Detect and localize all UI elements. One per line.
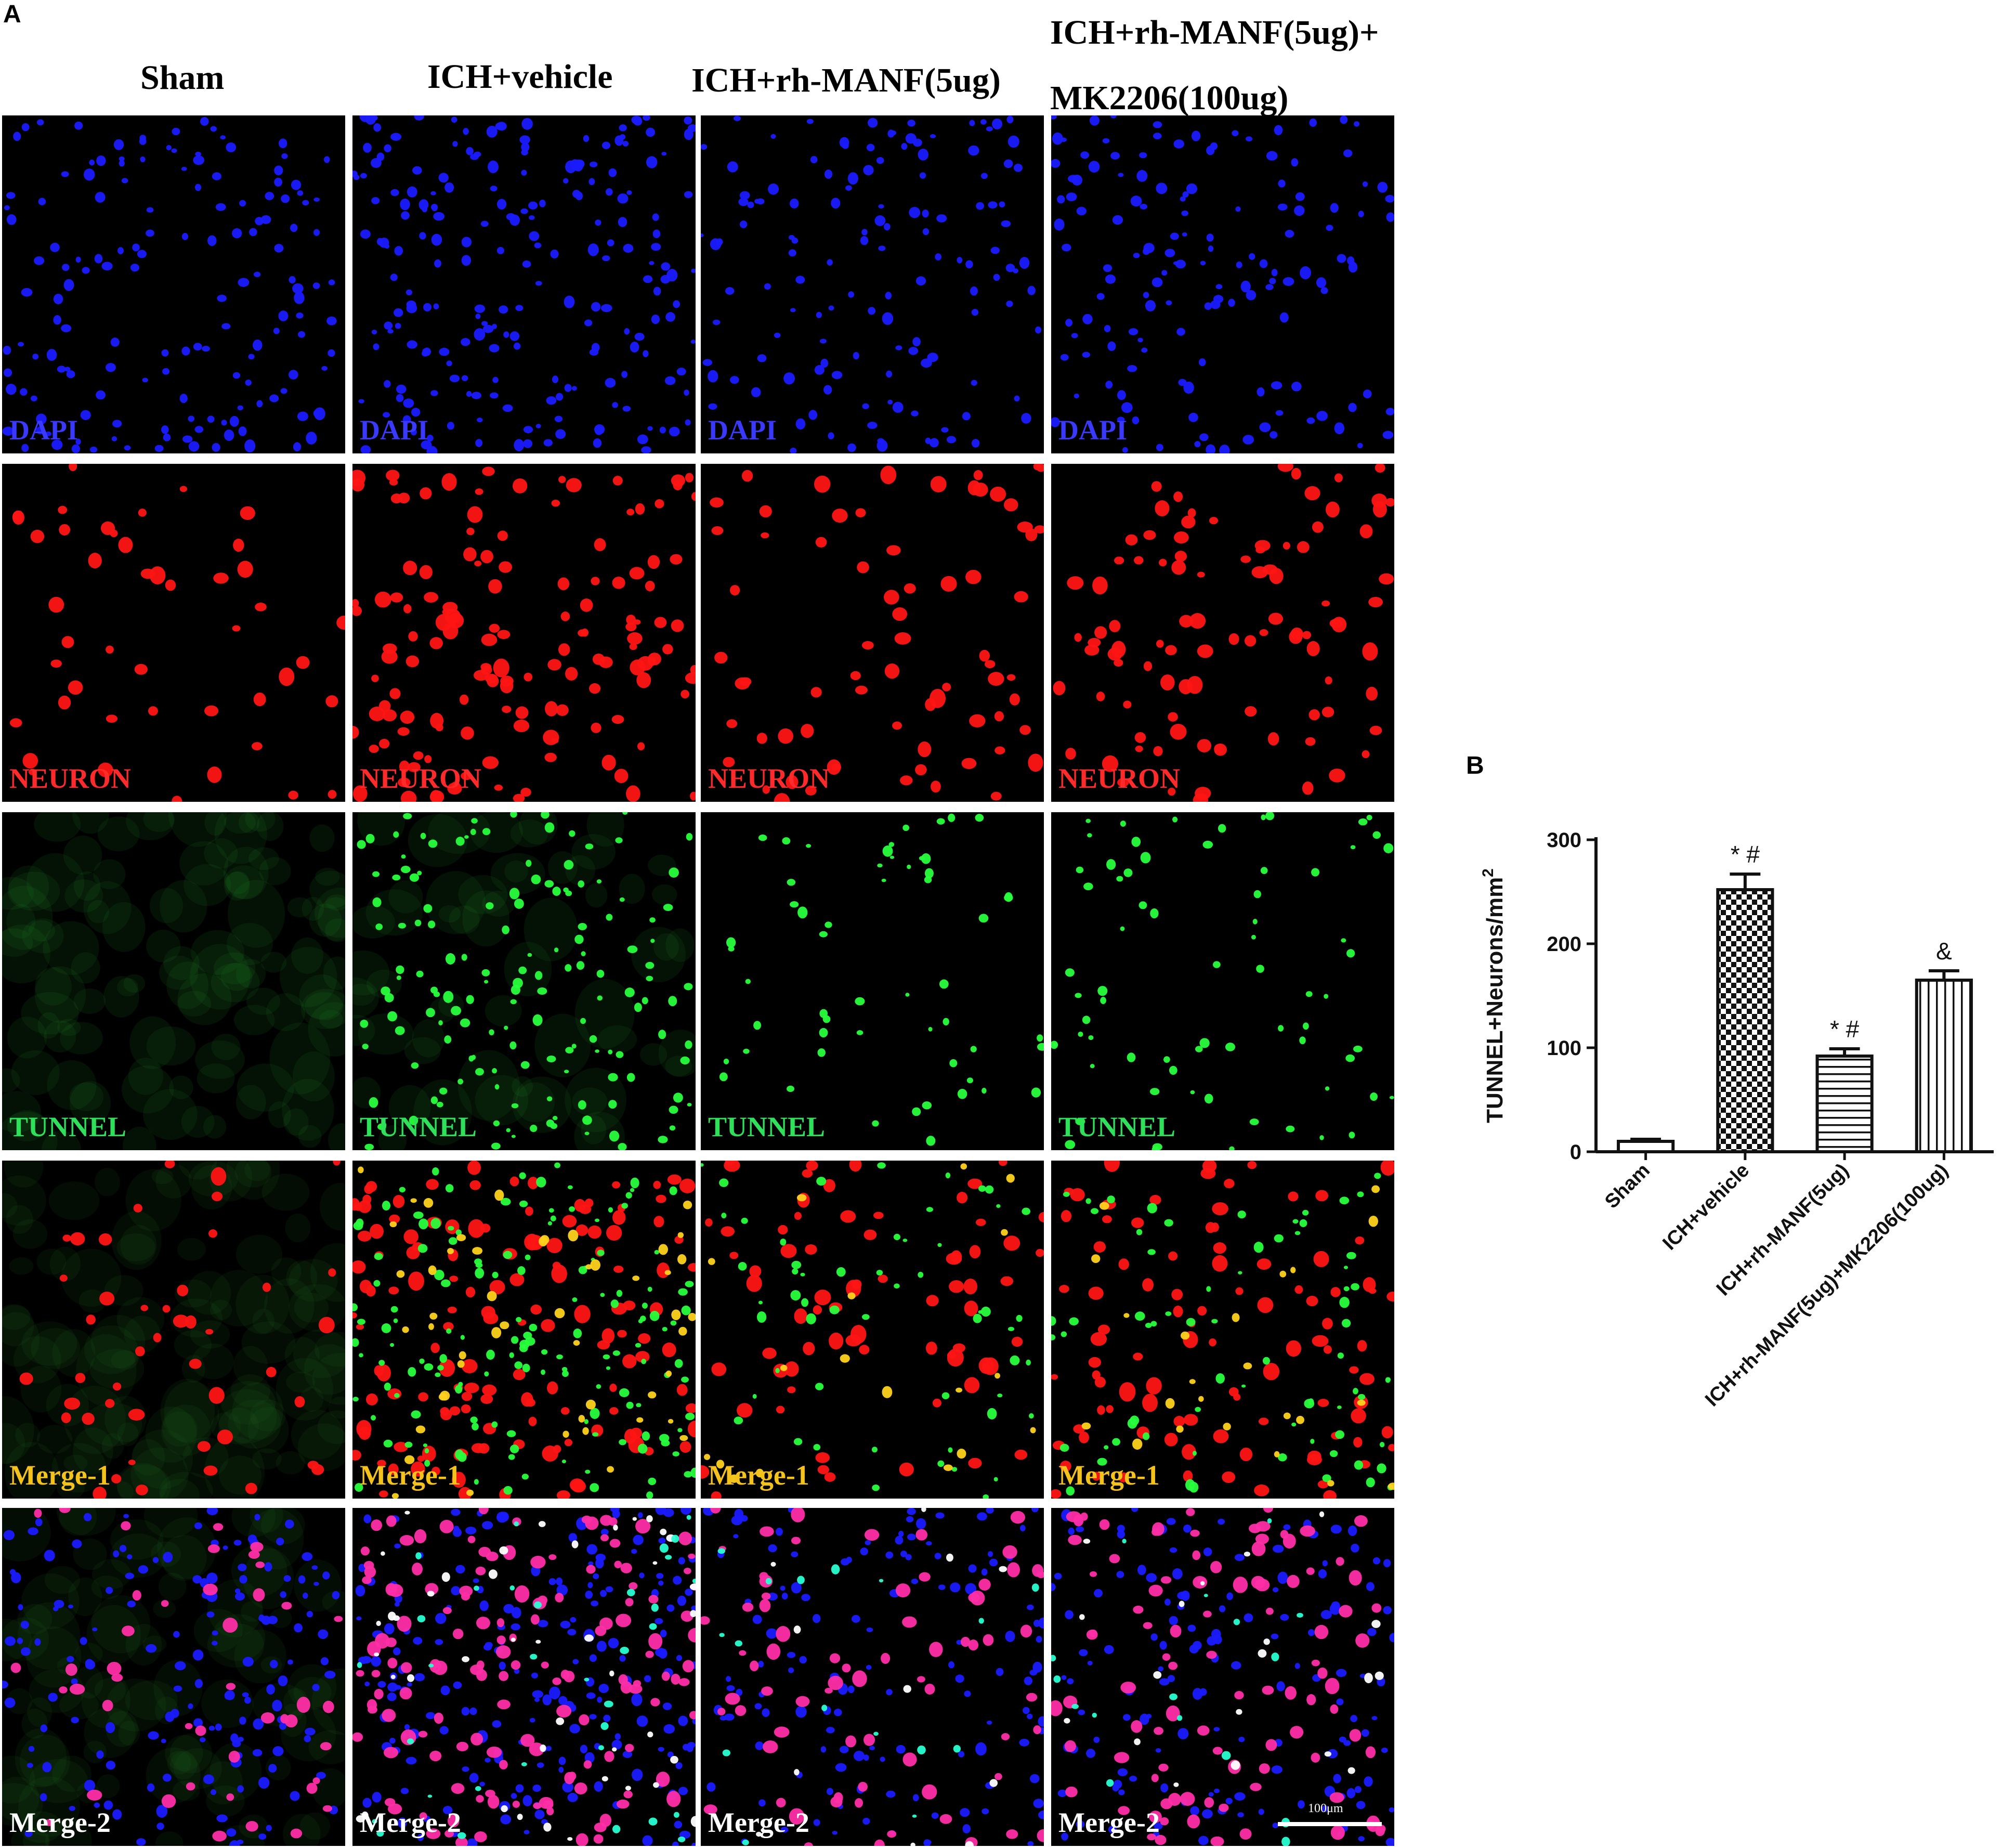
micrograph-merge1-col4: Merge-1 — [1051, 1161, 1394, 1499]
micrograph-merge1-col2: Merge-1 — [352, 1161, 696, 1499]
bar-4 — [1915, 979, 1973, 1153]
bar-2 — [1716, 888, 1774, 1153]
cell-field — [352, 1508, 696, 1846]
channel-label: DAPI — [9, 414, 78, 446]
cell-field — [2, 1508, 345, 1846]
column-header-line: MK2206(100ug) — [1050, 79, 1289, 117]
cell-field — [2, 1161, 345, 1499]
cell-field — [719, 813, 1044, 1146]
y-axis-label: TUNNEL+Neurons/mm2 — [1480, 868, 1508, 1123]
channel-label: NEURON — [360, 763, 482, 794]
channel-label: Merge-1 — [1058, 1460, 1160, 1491]
cell-field — [1053, 464, 1394, 802]
y-tick-label: 300 — [1547, 829, 1581, 852]
micrograph-neuron-col3: NEURON — [701, 464, 1044, 802]
column-header-4: ICH+rh-MANF(5ug)+ MK2206(100ug) — [1050, 0, 1379, 131]
y-axis-label-text: TUNNEL+Neurons/mm — [1482, 877, 1508, 1123]
micrograph-tunnel-col3: TUNNEL — [701, 812, 1044, 1150]
cell-field — [1051, 1161, 1394, 1499]
bar-1 — [1617, 1140, 1675, 1153]
cell-field — [710, 464, 1044, 802]
bar-3 — [1815, 1055, 1874, 1153]
scale-bar-label: 100μm — [1308, 1802, 1343, 1815]
micrograph-tunnel-col1: TUNNEL — [2, 812, 345, 1150]
y-tick-label: 0 — [1570, 1141, 1581, 1164]
channel-label: DAPI — [360, 414, 428, 446]
channel-label: Merge-2 — [9, 1807, 111, 1838]
column-header-1: Sham — [140, 57, 224, 99]
cell-field — [9, 464, 345, 802]
panel-b-letter: B — [1466, 752, 1484, 779]
channel-label: Merge-2 — [1058, 1807, 1160, 1838]
channel-label: Merge-2 — [708, 1807, 809, 1838]
cell-field — [1051, 115, 1394, 453]
channel-label: TUNNEL — [1058, 1111, 1176, 1142]
cell-field — [352, 466, 696, 802]
x-tick-label: Sham — [1601, 1160, 1654, 1213]
x-tick-label: ICH+vehicle — [1658, 1160, 1754, 1255]
cell-field — [1051, 1508, 1394, 1846]
micrograph-dapi-col3: DAPI — [701, 115, 1044, 453]
column-header-2: ICH+vehicle — [427, 56, 613, 98]
column-header-3: ICH+rh-MANF(5ug) — [691, 60, 1001, 101]
micrograph-neuron-col1: NEURON — [2, 464, 345, 802]
micrograph-merge1-col3: Merge-1 — [701, 1161, 1044, 1499]
channel-label: DAPI — [1058, 414, 1127, 446]
micrograph-merge2-col4: Merge-2 — [1051, 1508, 1394, 1846]
micrograph-tunnel-col2: TUNNEL — [352, 812, 696, 1150]
cell-field — [352, 812, 696, 1150]
panel-a-letter: A — [3, 1, 21, 28]
channel-label: NEURON — [1058, 763, 1181, 794]
column-header-line: ICH+rh-MANF(5ug)+ — [1050, 14, 1379, 51]
channel-label: DAPI — [708, 414, 777, 446]
cell-field — [701, 115, 1042, 453]
column-header-line: ICH+rh-MANF(5ug) — [691, 61, 1001, 99]
channel-label: NEURON — [9, 763, 132, 794]
micrograph-neuron-col2: NEURON — [352, 464, 696, 802]
micrograph-dapi-col2: DAPI — [352, 115, 696, 453]
y-tick-label: 200 — [1547, 933, 1581, 956]
column-header-line: Sham — [140, 59, 225, 97]
channel-label: Merge-2 — [360, 1807, 461, 1838]
micrograph-merge1-col1: Merge-1 — [2, 1161, 345, 1499]
significance-mark-3: * # — [1830, 1016, 1860, 1043]
cell-field — [352, 115, 696, 453]
micrograph-merge2-col2: Merge-2 — [352, 1508, 696, 1846]
y-axis-label-superscript: 2 — [1480, 868, 1497, 877]
channel-label: Merge-1 — [708, 1460, 809, 1491]
cell-field — [701, 1508, 1044, 1846]
channel-label: Merge-1 — [9, 1460, 111, 1491]
y-tick-label: 100 — [1547, 1037, 1581, 1060]
channel-label: TUNNEL — [360, 1111, 477, 1142]
micrograph-merge2-col3: Merge-2 — [701, 1508, 1044, 1846]
significance-mark-4: & — [1936, 938, 1952, 965]
micrograph-neuron-col4: NEURON — [1051, 464, 1394, 802]
cell-field — [2, 812, 345, 1150]
column-header-line: ICH+vehicle — [427, 58, 613, 96]
channel-label: TUNNEL — [708, 1111, 826, 1142]
scale-bar — [1278, 1822, 1382, 1826]
significance-mark-2: * # — [1731, 841, 1760, 868]
micrograph-dapi-col1: DAPI — [2, 115, 345, 453]
cell-field — [352, 1161, 696, 1499]
channel-label: Merge-1 — [360, 1460, 461, 1491]
cell-field — [1051, 812, 1394, 1150]
tunnel-bar-chart: 0 100 200 300 TUNNEL+Neurons/mm2 Sham * # ICH+v… — [1480, 829, 1994, 1411]
cell-field — [701, 1161, 1044, 1499]
channel-label: NEURON — [708, 763, 830, 794]
cell-field — [2, 117, 337, 453]
micrograph-dapi-col4: DAPI — [1051, 115, 1394, 453]
channel-label: TUNNEL — [9, 1111, 127, 1142]
micrograph-merge2-col1: Merge-2 — [2, 1508, 345, 1846]
micrograph-tunnel-col4: TUNNEL — [1051, 812, 1394, 1150]
